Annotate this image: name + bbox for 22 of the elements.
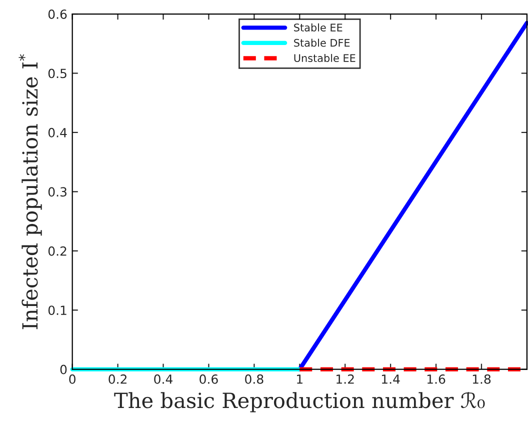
x-tick-label: 1.4	[382, 374, 400, 384]
x-tick-label: 1.2	[336, 374, 354, 384]
y-tick-label: 0.6	[48, 9, 67, 19]
x-tick-label: 1.8	[472, 374, 491, 384]
x-tick-label: 0	[69, 374, 76, 384]
y-tick-label: 0.4	[48, 128, 67, 138]
x-tick-label: 1.6	[427, 374, 446, 384]
x-tick-label: 0.4	[154, 374, 172, 384]
legend-label: Stable EE	[294, 23, 342, 32]
legend-label: Stable DFE	[294, 38, 350, 47]
y-axis-title: Infected population size I$^{*}$	[18, 54, 42, 330]
x-tick-label: 0.2	[108, 374, 126, 384]
y-tick-label: 0.5	[48, 68, 66, 78]
x-axis-title: The basic Reproduction number ℛ₀	[114, 392, 485, 412]
y-tick-label: 0.3	[48, 187, 66, 197]
y-tick-label: 0.2	[48, 246, 66, 256]
y-tick-label: 0	[60, 364, 67, 374]
y-tick-label: 0.1	[48, 306, 66, 316]
x-tick-label: 0.8	[245, 374, 264, 384]
x-tick-label: 0.6	[200, 374, 218, 384]
legend-label: Unstable EE	[294, 54, 356, 62]
x-tick-label: 1	[297, 374, 302, 384]
